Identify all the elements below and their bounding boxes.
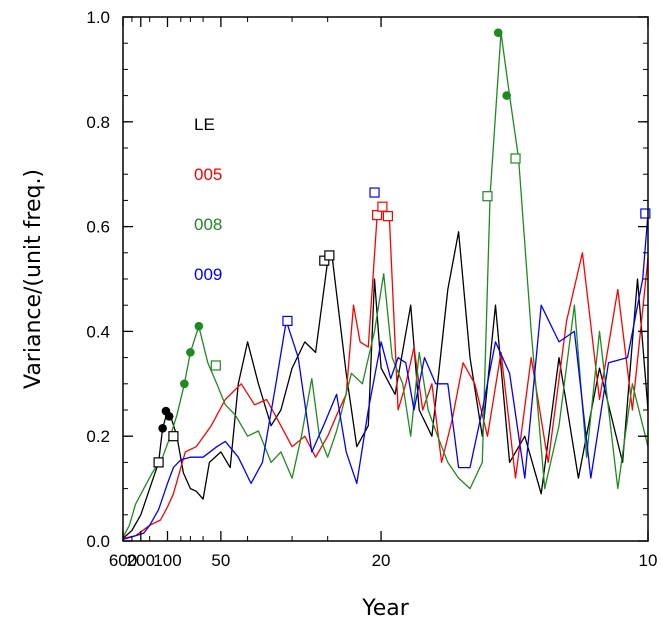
legend-entry-009: 009 [194,265,222,284]
marker-square-009 [369,187,380,198]
legend-entry-le: LE [194,115,215,134]
legend-entry-005: 005 [194,165,222,184]
x-tick-label: 20 [372,551,391,570]
x-tick-label: 600 [109,551,137,570]
x-axis-title: Year [361,596,410,621]
y-tick-label: 0.8 [86,113,110,132]
x-tick-label: 200 [127,551,155,570]
marker-square-009 [640,208,651,219]
marker-layer [153,28,651,468]
marker-dot-le [164,411,174,421]
marker-dot-008 [180,379,189,389]
y-tick-label: 0.6 [86,218,110,237]
legend: LE 005 008 009 [194,115,222,284]
marker-square-le [324,250,335,261]
marker-square-005 [377,201,388,212]
marker-dot-le [158,424,167,433]
x-tick-label: 100 [153,551,181,570]
x-tick-label: 10 [639,551,658,570]
series-line-009 [122,213,649,541]
marker-dot-008 [502,91,511,100]
x-tick-label: 50 [211,551,230,570]
marker-square-le [153,457,164,468]
y-tick-label: 1.0 [86,8,110,27]
series-line-005 [122,207,649,540]
marker-square-009 [282,315,293,327]
legend-entry-008: 008 [194,215,222,234]
y-tick-label: 0.4 [86,322,110,341]
y-tick-label: 0.0 [86,532,110,551]
marker-dot-008 [493,28,503,38]
marker-square-005 [382,211,393,222]
marker-dot-008 [186,348,195,357]
series-layer [122,32,649,541]
marker-dot-008 [194,321,204,331]
series-line-008 [122,32,649,538]
marker-square-008 [210,360,221,371]
marker-square-005 [372,209,383,221]
marker-square-008 [510,153,521,164]
marker-square-008 [482,191,493,202]
y-tick-label: 0.2 [86,427,110,446]
y-axis-title: Variance/(unit freq.) [21,169,46,389]
marker-square-le [168,431,179,442]
